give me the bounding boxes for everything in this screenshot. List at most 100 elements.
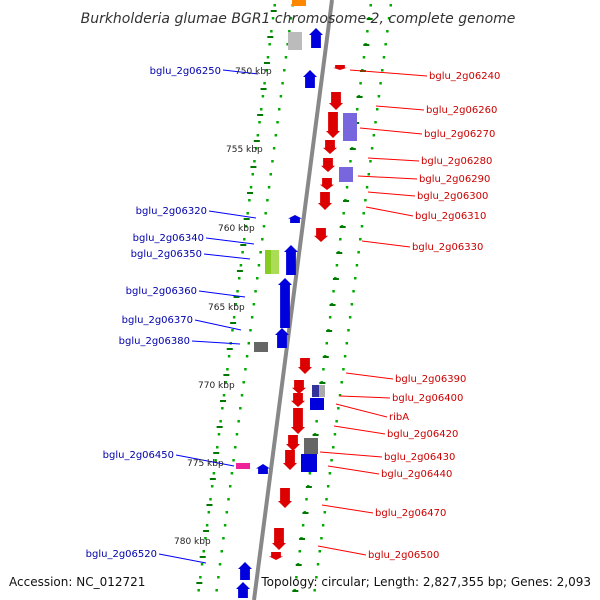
guide-dot [337,407,340,410]
tick-mark [343,200,350,202]
gene-label[interactable]: bglu_2g06290 [419,174,490,185]
guide-dot [197,589,200,592]
gene-label[interactable]: bglu_2g06420 [387,429,458,440]
reverse-leader-line [198,290,246,298]
tick-mark [206,504,213,506]
tick-mark [349,148,356,150]
guide-dot [350,303,354,306]
gene-label[interactable]: bglu_2g06440 [381,469,452,480]
gene-label[interactable]: bglu_2g06340 [133,233,204,244]
guide-dot [234,303,238,306]
tick-mark [260,88,267,90]
guide-dot [323,511,327,514]
guide-dot [249,186,253,189]
guide-dot [286,43,289,46]
gene-label[interactable]: bglu_2g06450 [103,450,174,461]
gene-label[interactable]: bglu_2g06330 [412,242,483,253]
tick-mark [243,218,250,220]
gene-label[interactable]: bglu_2g06240 [429,71,500,82]
gene-label[interactable]: bglu_2g06260 [426,105,497,116]
guide-dot [289,17,293,20]
guide-dot [234,446,237,449]
guide-dot [226,368,229,371]
guide-dot [281,82,284,85]
gene-label[interactable]: bglu_2g06500 [368,550,439,561]
guide-dot [387,17,391,20]
gene-label[interactable]: bglu_2g06360 [126,286,197,297]
guide-dot [258,121,261,124]
guide-dot [328,316,332,319]
tick-mark [226,348,233,350]
tick-mark [196,582,203,584]
tick-mark [305,486,312,488]
forward-gene-arrow [291,393,305,407]
guide-dot [217,576,220,579]
reverse-gene-arrow [275,328,289,348]
guide-dot [301,524,305,527]
reverse-gene-arrow [284,245,298,275]
tick-mark [247,192,254,194]
gene-label[interactable]: ribA [389,412,409,423]
guide-dot [247,342,251,345]
forward-gene-arrow [278,488,292,508]
guide-dot [266,56,270,59]
gene-label[interactable]: bglu_2g06390 [395,374,466,385]
gene-label[interactable]: bglu_2g06320 [136,206,207,217]
guide-dot [345,186,349,189]
forward-gene-arrow [272,528,286,550]
reverse-leader-line [194,319,242,331]
gene-box [343,113,357,141]
guide-dot [316,563,320,566]
gene-label[interactable]: bglu_2g06350 [131,249,202,260]
forward-leader-line [375,105,425,111]
tick-mark [209,478,216,480]
guide-dot [221,407,224,410]
guide-dot [202,550,205,553]
reverse-gene-arrow [309,28,323,48]
guide-dot [276,121,279,124]
reverse-leader-line [205,237,255,245]
gene-label[interactable]: bglu_2g06470 [375,508,446,519]
gene-label[interactable]: bglu_2g06400 [392,393,463,404]
gene-label[interactable]: bglu_2g06300 [417,191,488,202]
forward-gene-arrow [283,450,297,470]
guide-dot [364,199,367,202]
gene-label[interactable]: bglu_2g06310 [415,211,486,222]
guide-dot [272,147,276,150]
guide-dot [347,329,350,332]
guide-dot [222,394,226,397]
gene-box [236,463,250,469]
gene-label[interactable]: bglu_2g06380 [119,336,190,347]
guide-dot [231,329,234,332]
gene-label[interactable]: bglu_2g06430 [384,452,455,463]
guide-dot [375,108,379,111]
guide-dot [244,225,248,228]
tick-mark [220,400,226,402]
guide-dot [372,134,376,137]
gene-label[interactable]: bglu_2g06270 [424,129,495,140]
gene-label[interactable]: bglu_2g06370 [122,315,193,326]
gene-label[interactable]: bglu_2g06250 [150,66,221,77]
guide-dot [265,69,268,72]
guide-dot [245,355,249,358]
gene-box [254,342,268,352]
reverse-leader-line [208,210,257,219]
forward-leader-line [367,191,416,197]
guide-dot [223,524,227,527]
gene-label[interactable]: bglu_2g06280 [421,156,492,167]
reverse-gene-arrow [288,215,302,223]
tick-mark [322,356,329,358]
tick-mark [329,304,336,306]
track-guides [196,4,392,592]
tick-mark [257,114,264,116]
guide-dot [264,212,267,215]
tick-mark [270,10,277,12]
forward-gene-arrow [321,158,335,172]
gene-label[interactable]: bglu_2g06520 [86,549,157,560]
forward-leader-line [319,451,383,458]
guide-dot [271,17,275,20]
guide-dot [236,290,239,293]
guide-dot [386,30,389,33]
tick-mark [230,322,237,324]
